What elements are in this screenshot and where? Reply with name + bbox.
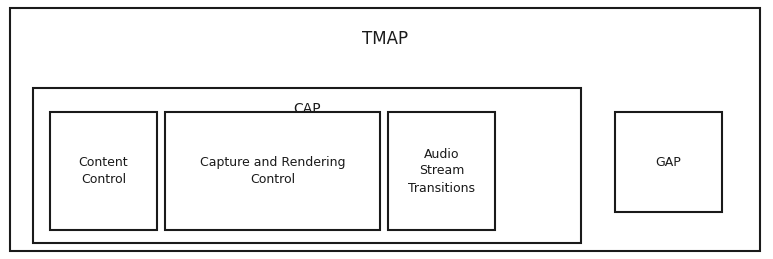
Text: TMAP: TMAP bbox=[362, 30, 408, 48]
Text: Audio
Stream
Transitions: Audio Stream Transitions bbox=[408, 147, 475, 195]
Bar bbox=[388, 112, 495, 230]
Text: Capture and Rendering
Control: Capture and Rendering Control bbox=[199, 156, 346, 186]
Bar bbox=[615, 112, 722, 212]
Bar bbox=[165, 112, 380, 230]
Text: GAP: GAP bbox=[656, 155, 681, 169]
Bar bbox=[50, 112, 157, 230]
Text: CAP: CAP bbox=[293, 102, 321, 116]
Text: Content
Control: Content Control bbox=[79, 156, 128, 186]
Bar bbox=[33, 88, 581, 243]
